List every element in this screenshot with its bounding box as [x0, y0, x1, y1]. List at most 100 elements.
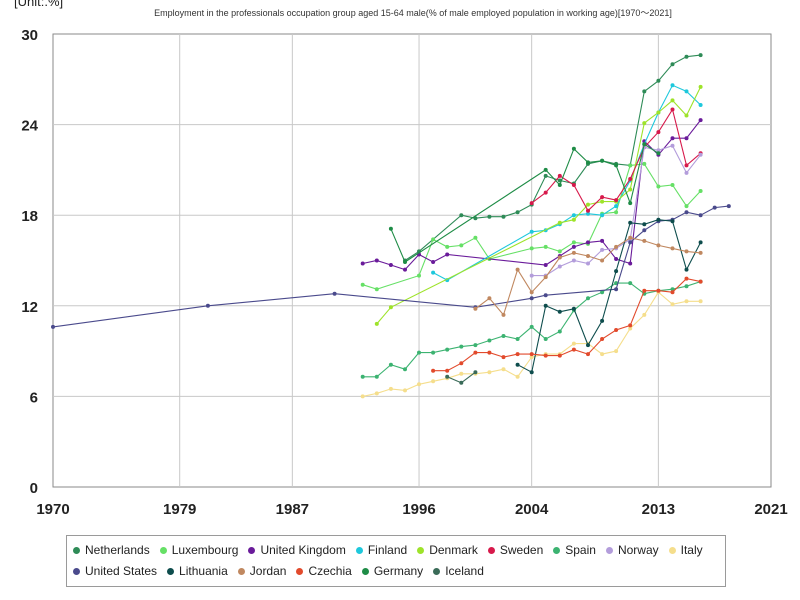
data-point	[543, 353, 548, 358]
data-point	[388, 305, 393, 310]
legend-label: Netherlands	[85, 543, 150, 557]
data-point	[656, 78, 661, 83]
legend-label: Spain	[565, 543, 596, 557]
data-point	[487, 338, 492, 343]
data-point	[698, 103, 703, 107]
series-netherlands	[403, 53, 703, 263]
data-point	[515, 374, 520, 379]
data-point	[515, 352, 520, 357]
legend-item[interactable]: Iceland	[433, 561, 484, 582]
legend-item[interactable]: Norway	[605, 540, 659, 561]
data-point	[600, 195, 605, 200]
data-point	[670, 219, 675, 224]
data-point	[388, 263, 393, 267]
data-point	[543, 293, 548, 298]
series-germany	[388, 142, 661, 264]
data-point	[360, 261, 365, 266]
legend-item[interactable]: Netherlands	[73, 540, 150, 561]
data-point	[431, 260, 436, 264]
legend-item[interactable]: United States	[73, 561, 157, 582]
data-point	[642, 228, 647, 233]
data-point	[628, 177, 633, 181]
legend-item[interactable]: Lithuania	[167, 561, 228, 582]
data-point	[445, 347, 450, 352]
data-point	[698, 189, 703, 193]
data-point	[557, 329, 562, 334]
legend-item[interactable]: Denmark	[417, 540, 478, 561]
legend-label: Finland	[367, 543, 408, 557]
data-point	[628, 261, 633, 266]
data-point	[487, 350, 492, 355]
data-point	[684, 113, 689, 118]
data-point	[431, 379, 436, 384]
data-point	[571, 250, 576, 255]
data-point	[670, 183, 675, 187]
legend-item[interactable]: Jordan	[237, 561, 286, 582]
data-point	[473, 235, 478, 240]
legend-item[interactable]: Czechia	[296, 561, 352, 582]
legend-marker	[296, 568, 304, 575]
data-point	[417, 382, 421, 387]
data-point	[571, 217, 576, 222]
data-point	[600, 258, 605, 263]
data-point	[586, 352, 590, 357]
x-tick-label: 1987	[276, 501, 309, 518]
series-finland	[431, 83, 703, 283]
data-point	[600, 247, 605, 252]
data-point	[360, 282, 365, 287]
series-group	[51, 53, 731, 399]
data-point	[501, 355, 506, 360]
data-point	[656, 130, 661, 135]
legend-item[interactable]: Spain	[553, 540, 596, 561]
data-point	[670, 136, 675, 141]
data-point	[529, 296, 534, 301]
x-tick-label: 1996	[402, 501, 435, 518]
data-point	[417, 350, 421, 355]
legend-item[interactable]: United Kingdom	[248, 540, 346, 561]
data-point	[628, 187, 633, 192]
data-point	[543, 263, 548, 267]
data-point	[388, 362, 393, 367]
legend-label: Italy	[680, 543, 703, 557]
legend-item[interactable]: Luxembourg	[159, 540, 238, 561]
data-point	[670, 98, 675, 103]
data-point	[571, 306, 576, 311]
data-point	[445, 368, 450, 373]
legend-item[interactable]: Finland	[355, 540, 408, 561]
data-point	[571, 213, 576, 218]
series-line	[433, 278, 701, 372]
data-point	[417, 273, 421, 278]
data-point	[374, 287, 379, 292]
legend-marker	[248, 547, 256, 554]
series-line	[404, 54, 701, 261]
data-point	[586, 160, 590, 165]
legend-item[interactable]: Sweden	[487, 540, 544, 561]
y-tick-label: 6	[30, 389, 38, 406]
data-point	[600, 318, 605, 323]
data-point	[529, 229, 534, 234]
data-point	[698, 213, 703, 218]
x-tick-label: 2013	[642, 501, 675, 518]
legend-item[interactable]: Germany	[361, 561, 423, 582]
legend-marker	[605, 547, 613, 554]
data-point	[403, 260, 407, 264]
data-point	[628, 163, 633, 168]
legend-label: Sweden	[499, 543, 544, 557]
x-tick-label: 2004	[515, 501, 549, 518]
legend-item[interactable]: Italy	[668, 540, 703, 561]
data-point	[614, 328, 619, 332]
data-point	[571, 341, 576, 346]
data-point	[501, 312, 506, 317]
legend-marker	[73, 568, 80, 575]
data-point	[684, 210, 689, 215]
data-point	[501, 334, 506, 338]
plot-frame	[52, 33, 772, 488]
data-point	[571, 347, 576, 352]
data-point	[557, 183, 562, 187]
data-point	[557, 255, 562, 260]
data-point	[600, 337, 605, 341]
data-point	[332, 291, 337, 296]
series-czechia	[431, 276, 703, 373]
data-point	[515, 337, 520, 341]
legend-marker	[159, 547, 167, 554]
